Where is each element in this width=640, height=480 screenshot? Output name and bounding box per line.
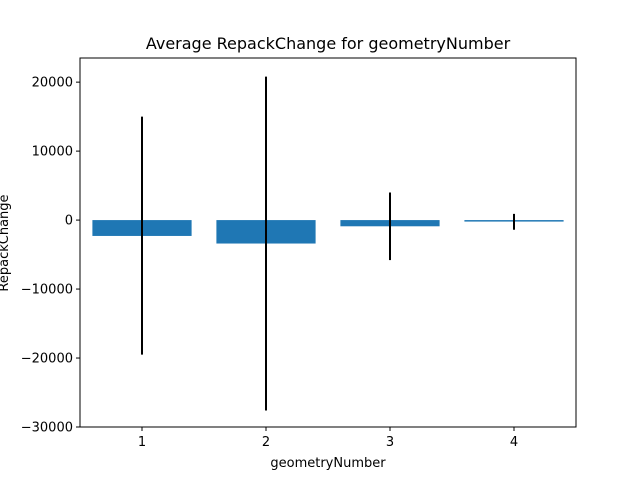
- y-tick-label: 10000: [32, 145, 73, 160]
- y-tick-label: 20000: [32, 76, 73, 91]
- chart-title: Average RepackChange for geometryNumber: [146, 34, 511, 53]
- x-tick-label: 2: [262, 435, 270, 450]
- x-tick-label: 4: [510, 435, 518, 450]
- y-axis-label: RepackChange: [0, 194, 12, 291]
- y-tick-label: −10000: [21, 283, 73, 298]
- x-tick-label: 1: [138, 435, 146, 450]
- y-tick-label: −30000: [21, 421, 73, 436]
- y-tick-label: −20000: [21, 352, 73, 367]
- axes-frame: [79, 57, 577, 428]
- x-tick-label: 3: [386, 435, 394, 450]
- x-axis-label: geometryNumber: [270, 456, 386, 471]
- y-tick-label: 0: [65, 214, 73, 229]
- plot-area: −30000 −20000 −10000 0 10000 20000 1 2 3 4: [21, 57, 577, 450]
